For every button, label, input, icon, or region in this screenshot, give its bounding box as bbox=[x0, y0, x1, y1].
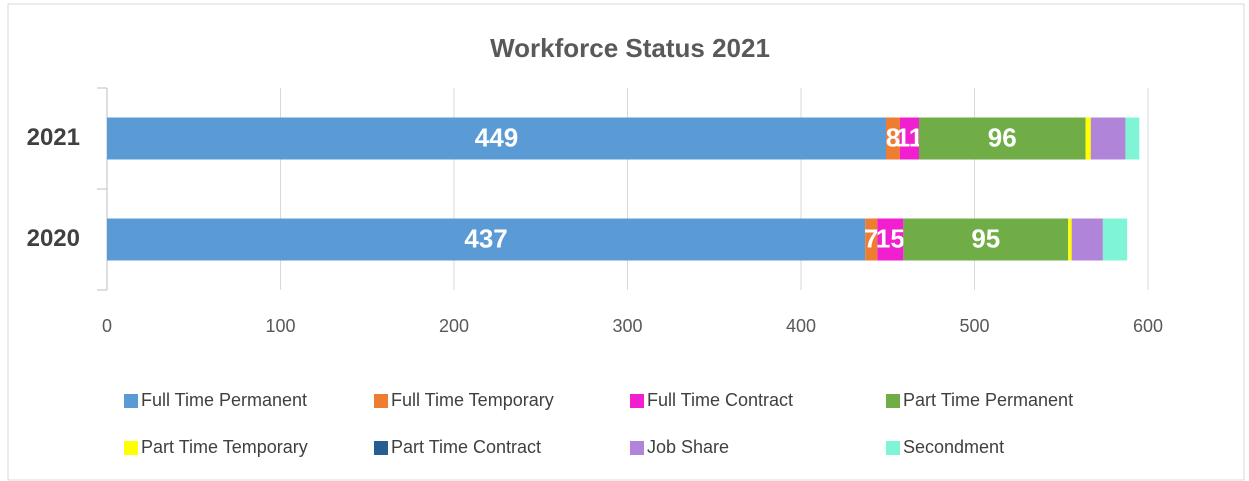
legend-swatch bbox=[374, 441, 388, 455]
x-tick-label: 400 bbox=[786, 316, 816, 336]
legend-swatch bbox=[630, 441, 644, 455]
bar-segment bbox=[877, 218, 904, 261]
bar-segment bbox=[107, 117, 887, 160]
legend-label: Secondment bbox=[903, 437, 1004, 457]
bar-segment bbox=[886, 117, 900, 160]
bar-segment bbox=[903, 218, 1069, 261]
data-label: 8 bbox=[886, 122, 900, 152]
bar-segment bbox=[1085, 117, 1091, 160]
bar-segment bbox=[1071, 218, 1103, 261]
legend-label: Part Time Contract bbox=[391, 437, 541, 457]
data-label: 95 bbox=[971, 223, 1000, 253]
bar-segment bbox=[1125, 117, 1140, 160]
x-tick-label: 300 bbox=[612, 316, 642, 336]
y-tick-label: 2020 bbox=[27, 225, 80, 252]
data-label: 7 bbox=[864, 223, 878, 253]
x-tick-label: 200 bbox=[439, 316, 469, 336]
chart-title: Workforce Status 2021 bbox=[490, 33, 770, 63]
y-tick-label: 2021 bbox=[27, 124, 80, 151]
legend-label: Part Time Temporary bbox=[141, 437, 308, 457]
legend-swatch bbox=[886, 441, 900, 455]
legend-swatch bbox=[124, 394, 138, 408]
data-label: 437 bbox=[464, 223, 507, 253]
bar-segment bbox=[1102, 218, 1128, 261]
bar-segment bbox=[865, 218, 878, 261]
legend-label: Part Time Permanent bbox=[903, 390, 1073, 410]
data-label: 15 bbox=[876, 223, 905, 253]
legend-swatch bbox=[886, 394, 900, 408]
data-label: 96 bbox=[988, 122, 1017, 152]
legend-swatch bbox=[374, 394, 388, 408]
bar-segment bbox=[918, 117, 1086, 160]
x-tick-label: 500 bbox=[959, 316, 989, 336]
data-label: 11 bbox=[896, 122, 924, 152]
legend-label: Full Time Contract bbox=[647, 390, 793, 410]
x-tick-label: 600 bbox=[1133, 316, 1163, 336]
bar-segment bbox=[1068, 218, 1072, 261]
bar-segment bbox=[899, 117, 919, 160]
legend-swatch bbox=[630, 394, 644, 408]
bar-segment bbox=[107, 218, 866, 261]
data-label: 449 bbox=[475, 122, 518, 152]
x-tick-label: 0 bbox=[102, 316, 112, 336]
legend-label: Job Share bbox=[647, 437, 729, 457]
legend-swatch bbox=[124, 441, 138, 455]
legend-label: Full Time Permanent bbox=[141, 390, 307, 410]
legend-label: Full Time Temporary bbox=[391, 390, 554, 410]
bar-segment bbox=[1090, 117, 1126, 160]
x-tick-label: 100 bbox=[265, 316, 295, 336]
